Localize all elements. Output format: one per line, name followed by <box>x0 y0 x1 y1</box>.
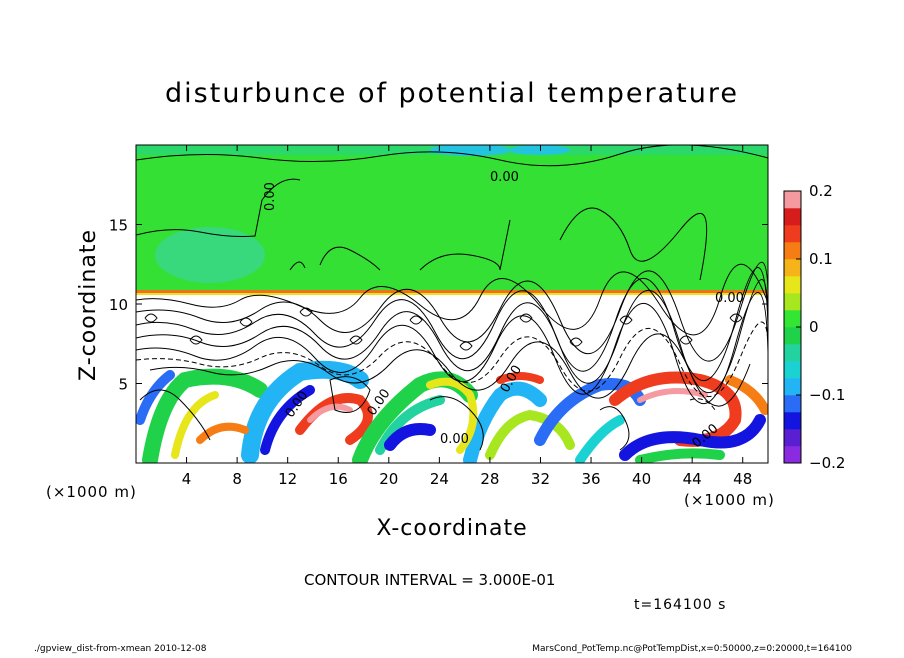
upper-contours <box>136 145 768 281</box>
x-unit-right: (×1000 m) <box>684 491 775 509</box>
x-tick-label: 36 <box>581 470 600 488</box>
contour-noise-band <box>136 261 768 407</box>
colorbar-swatch <box>784 310 801 328</box>
colorbar-swatch <box>784 446 801 464</box>
upper-cool-patch <box>155 227 265 283</box>
colorbar-swatch <box>784 344 801 362</box>
colorbar-swatch <box>784 327 801 345</box>
colorbar-tick-label: −0.1 <box>809 386 845 404</box>
colorbar-tick-label: 0.2 <box>809 182 833 200</box>
colorbar-swatch <box>784 191 801 209</box>
chart-title: disturbunce of potential temperature <box>165 78 739 109</box>
x-tick-label: 20 <box>379 470 398 488</box>
mid-layer-field <box>136 295 768 367</box>
x-tick-label: 32 <box>531 470 550 488</box>
x-tick-label: 44 <box>683 470 702 488</box>
x-tick-label: 8 <box>232 470 242 488</box>
plot-area: 0.00 0.00 0.00 0.00 0.00 0.00 0.00 0.00 <box>136 145 768 463</box>
colorbar-ticks: 0.2 0.1 0 −0.1 −0.2 <box>796 182 845 472</box>
x-tick-label: 40 <box>632 470 651 488</box>
x-tick-label: 28 <box>480 470 499 488</box>
colorbar-swatch <box>784 361 801 379</box>
colorbar-swatch <box>784 259 801 277</box>
contour-label: 0.00 <box>490 170 519 185</box>
colorbar-swatch <box>784 225 801 243</box>
y-tick-label: 15 <box>109 217 128 235</box>
x-tick-label: 12 <box>278 470 297 488</box>
x-axis-label: X-coordinate <box>376 516 527 541</box>
x-tick-label: 4 <box>182 470 192 488</box>
colorbar-swatch <box>784 412 801 430</box>
colorbar-tick-label: 0.1 <box>809 250 833 268</box>
contour-label: 0.00 <box>440 432 469 447</box>
x-tick-label: 16 <box>329 470 348 488</box>
lower-contours <box>139 376 716 451</box>
y-axis-label: Z-coordinate <box>76 229 101 381</box>
colorbar-swatch <box>784 395 801 413</box>
contour-interval-note: CONTOUR INTERVAL = 3.000E-01 <box>304 571 555 589</box>
footer-script: ./gpview_dist-from-xmean 2010-12-08 <box>34 644 207 654</box>
inversion-band-hot <box>136 293 768 295</box>
time-note: t=164100 s <box>634 597 726 613</box>
colorbar-swatch <box>784 293 801 311</box>
y-tick-label: 5 <box>118 376 128 394</box>
colorbar-tick-label: 0 <box>809 318 819 336</box>
colorbar-tick-label: −0.2 <box>809 454 845 472</box>
colorbar-swatch <box>784 276 801 294</box>
contour-label: 0.00 <box>715 291 744 306</box>
x-tick-label: 24 <box>430 470 449 488</box>
y-tick-label: 10 <box>109 296 128 314</box>
x-axis: 4 8 12 16 20 24 28 32 36 40 44 48 <box>182 145 752 488</box>
y-axis: 5 10 15 <box>109 217 768 394</box>
colorbar-swatch <box>784 208 801 226</box>
colorbar-swatch <box>784 429 801 447</box>
x-tick-label: 48 <box>733 470 752 488</box>
x-unit-left: (×1000 m) <box>46 483 137 501</box>
colorbar-swatch <box>784 378 801 396</box>
contour-label: 0.00 <box>263 182 278 211</box>
inversion-band-warm <box>136 290 768 293</box>
colorbar <box>783 190 802 464</box>
footer-source: MarsCond_PotTemp.nc@PotTempDist,x=0:5000… <box>532 644 852 654</box>
colorbar-swatch <box>784 242 801 260</box>
